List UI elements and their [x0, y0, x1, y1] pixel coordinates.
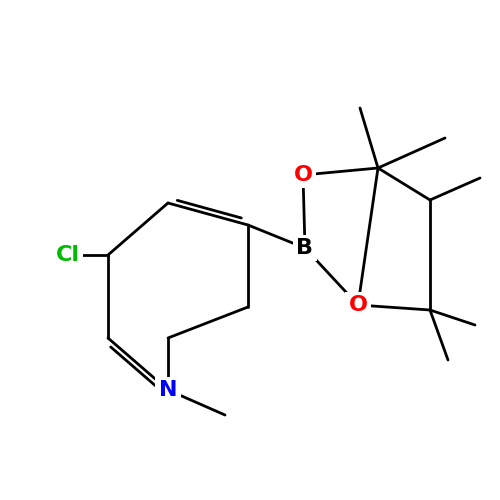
- Text: O: O: [294, 165, 312, 185]
- Text: N: N: [159, 380, 177, 400]
- Text: B: B: [296, 238, 314, 258]
- Text: O: O: [348, 295, 368, 315]
- Text: Cl: Cl: [56, 245, 80, 265]
